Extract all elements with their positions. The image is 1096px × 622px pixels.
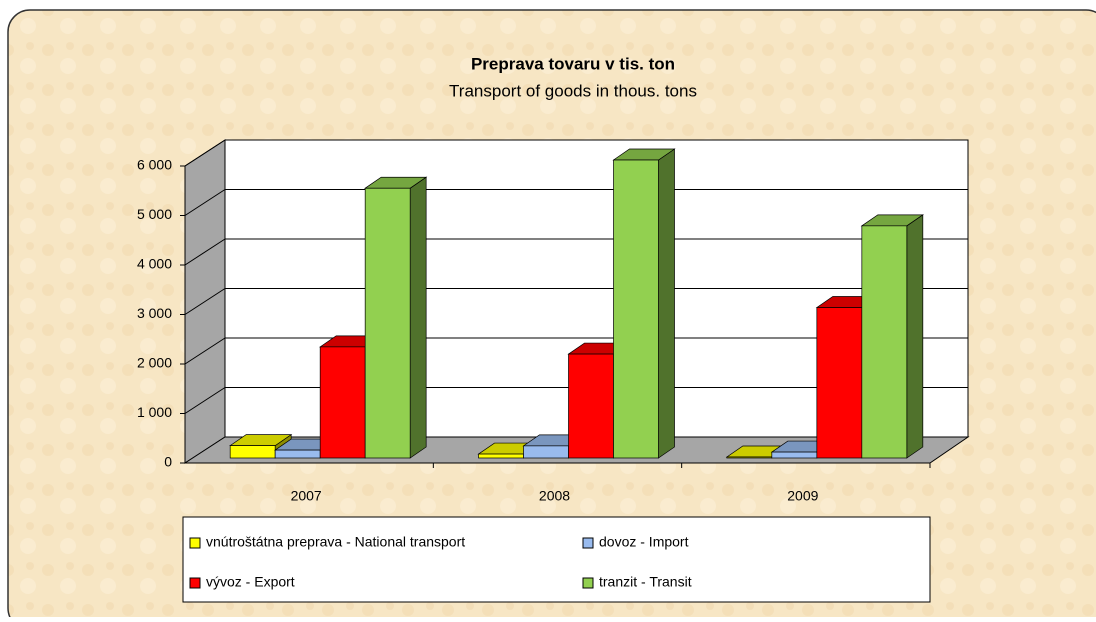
x-tick-label: 2007 <box>291 488 322 504</box>
legend-label: vnútroštátna preprava - National transpo… <box>206 534 465 550</box>
y-tick-label: 0 <box>164 454 172 470</box>
bar <box>523 445 569 459</box>
bar-side <box>906 214 924 459</box>
y-tick-label: 1 000 <box>137 404 172 420</box>
grid-line <box>184 238 226 266</box>
legend-label: tranzit - Transit <box>599 574 692 590</box>
grid-line <box>184 387 226 414</box>
bar <box>274 449 321 459</box>
grid-line <box>184 139 226 167</box>
y-tick-label: 2 000 <box>137 355 172 371</box>
grid-line <box>184 337 226 365</box>
chart-subtitle: Transport of goods in thous. tons <box>449 81 697 100</box>
bar <box>816 307 863 459</box>
legend-label: dovoz - Import <box>599 534 689 550</box>
legend-label: vývoz - Export <box>206 574 295 590</box>
legend-swatch <box>189 537 201 549</box>
bar <box>771 451 818 459</box>
bar <box>478 453 524 459</box>
bar <box>364 187 411 459</box>
grid-line <box>184 189 226 216</box>
legend-swatch <box>189 577 201 589</box>
bar-side <box>409 176 427 459</box>
y-tick-label: 5 000 <box>137 206 172 222</box>
bar-side <box>658 148 675 459</box>
y-tick-label: 4 000 <box>137 256 172 272</box>
y-tick-label: 6 000 <box>137 157 172 173</box>
bar <box>568 353 614 459</box>
bar <box>861 225 908 459</box>
bar <box>229 445 276 459</box>
legend <box>182 516 931 603</box>
x-tick-label: 2008 <box>539 488 570 504</box>
grid-line <box>184 288 226 315</box>
bar <box>726 456 773 459</box>
x-tick-label: 2009 <box>787 488 818 504</box>
bar <box>613 159 659 459</box>
legend-swatch <box>582 537 594 549</box>
y-tick-label: 3 000 <box>137 305 172 321</box>
chart-title: Preprava tovaru v tis. ton <box>471 54 675 73</box>
bar <box>319 346 366 459</box>
legend-swatch <box>582 577 594 589</box>
